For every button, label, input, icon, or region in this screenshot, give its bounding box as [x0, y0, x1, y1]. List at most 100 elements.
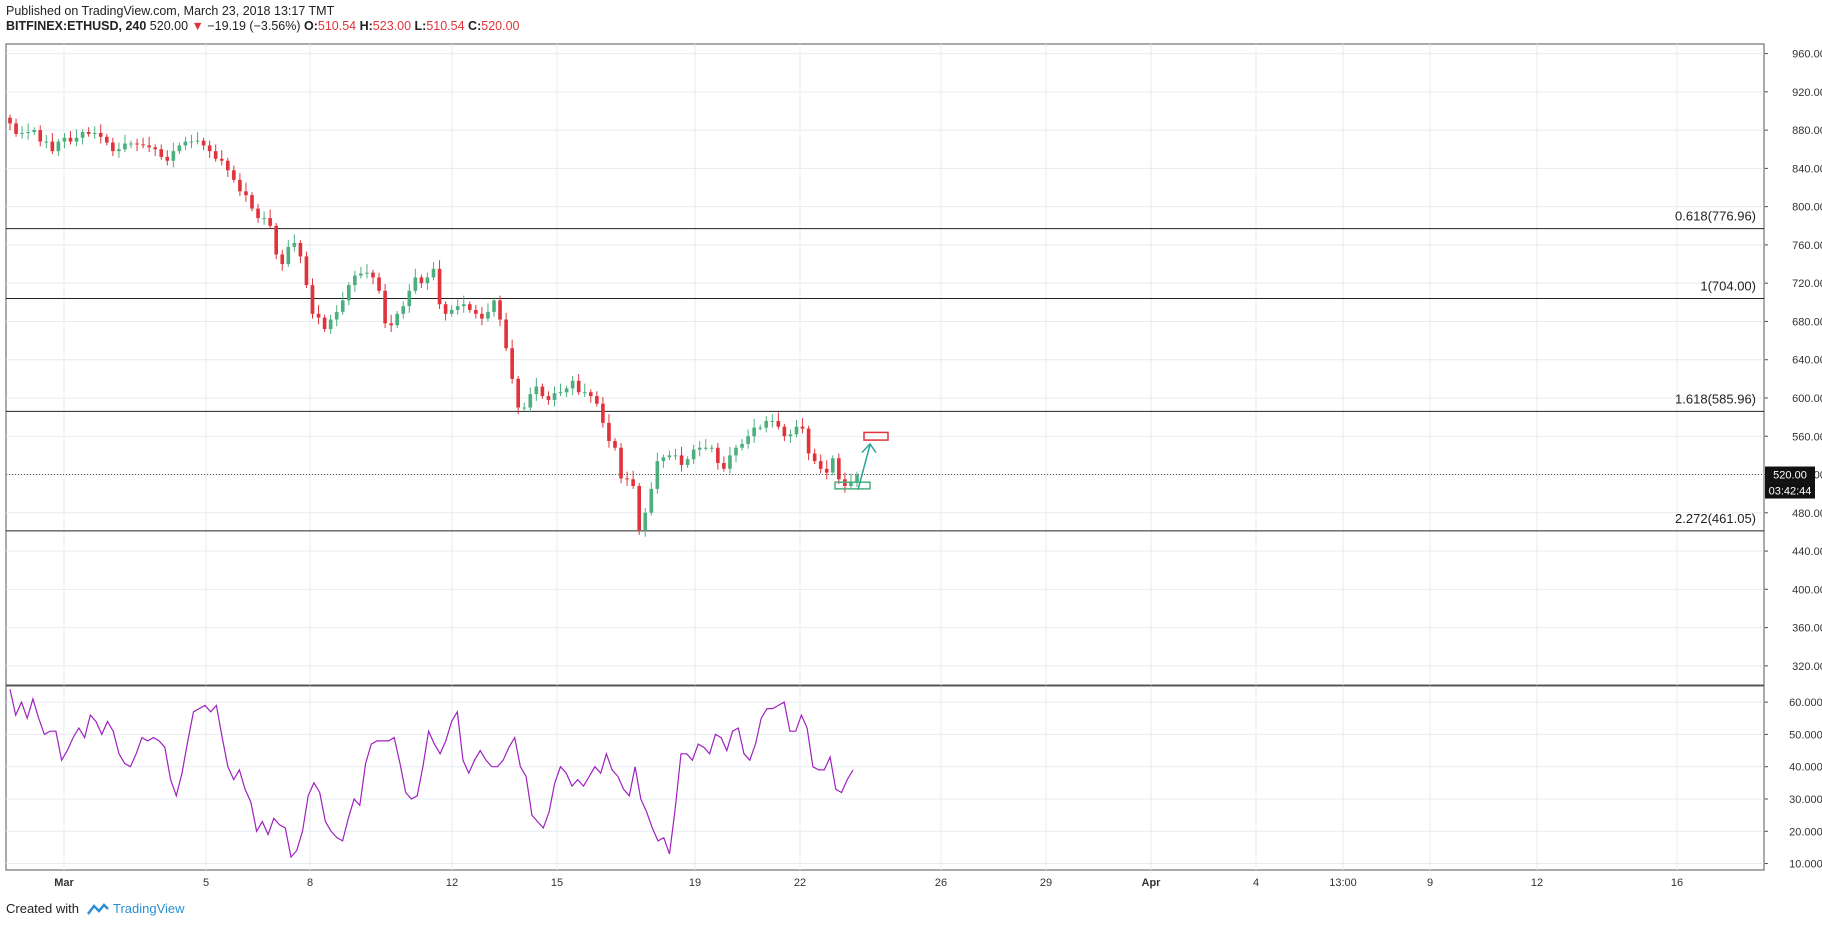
candle-body	[395, 313, 400, 326]
indicator-pane-border	[5, 685, 1765, 871]
candle-body	[14, 123, 18, 134]
candle-body	[685, 459, 690, 465]
candle-body	[812, 453, 817, 462]
candle-body	[528, 394, 533, 408]
candle-body	[806, 428, 811, 454]
candle-body	[189, 141, 194, 143]
candle-body	[401, 306, 406, 314]
candle-body	[117, 149, 121, 152]
candle-body	[613, 441, 617, 448]
candle-body	[455, 306, 460, 310]
tradingview-link[interactable]: TradingView	[86, 901, 185, 916]
candle-body	[582, 392, 587, 394]
candle-body	[661, 457, 666, 462]
x-tick-label: Apr	[1142, 877, 1162, 889]
x-tick-label: 8	[307, 877, 313, 889]
x-tick-label: 19	[689, 877, 701, 889]
candle-body	[637, 486, 642, 531]
candle-body	[383, 290, 387, 324]
candle-body	[104, 136, 109, 143]
y-tick-label: 920.00	[1792, 87, 1822, 99]
candle-body	[98, 132, 103, 137]
candle-body	[68, 137, 73, 142]
x-tick-label: 12	[446, 877, 458, 889]
x-tick-label: Mar	[54, 877, 74, 889]
candle-body	[504, 319, 508, 349]
y-tick-label: 840.00	[1792, 163, 1822, 175]
candle-body	[129, 143, 133, 145]
candle-body	[552, 393, 557, 400]
candle-body	[601, 403, 605, 423]
candle-body	[371, 272, 375, 278]
candle-body	[691, 449, 696, 460]
candle-body	[619, 447, 623, 479]
candle-body	[153, 147, 158, 150]
y-tick-label: 880.00	[1792, 125, 1822, 137]
candle-body	[558, 392, 563, 394]
candle-body	[855, 474, 859, 483]
y-tick-label: 800.00	[1792, 202, 1822, 214]
candle-body	[238, 179, 242, 192]
x-tick-label: 15	[551, 877, 563, 889]
candle-body	[522, 407, 527, 409]
candle-body	[474, 309, 478, 314]
x-tick-label: 12	[1531, 877, 1543, 889]
chart-header: Published on TradingView.com, March 23, …	[6, 4, 519, 34]
candle-body	[219, 158, 224, 161]
last-price-badge	[1765, 466, 1815, 483]
candle-body	[752, 427, 756, 437]
y-tick-label: 560.00	[1792, 431, 1822, 443]
last-price-label: 520.00	[1773, 470, 1807, 482]
candle-body	[256, 208, 260, 219]
candle-body	[328, 319, 333, 330]
candle-body	[461, 304, 466, 307]
candle-body	[135, 143, 139, 145]
candle-body	[728, 455, 732, 469]
candle-body	[595, 396, 599, 404]
last-price: 520.00	[149, 19, 189, 33]
candle-body	[649, 488, 654, 513]
candle-series	[8, 114, 859, 537]
candle-body	[340, 300, 345, 312]
candle-body	[407, 290, 412, 307]
x-tick-label: 22	[794, 877, 806, 889]
candle-body	[20, 132, 24, 134]
y-tick-label: 760.00	[1792, 240, 1822, 252]
candle-body	[510, 348, 514, 379]
close-label: C:	[468, 19, 482, 33]
symbol-line: BITFINEX:ETHUSD, 240 520.00 ▼ −19.19 (−3…	[6, 19, 519, 34]
tradingview-logo-icon	[86, 902, 109, 915]
candle-body	[722, 463, 726, 469]
candle-body	[92, 132, 97, 134]
candle-body	[643, 512, 648, 531]
candle-body	[673, 455, 678, 457]
candle-body	[80, 132, 85, 138]
candle-body	[165, 156, 170, 161]
down-arrow-icon: ▼	[191, 19, 204, 33]
candle-body	[123, 143, 127, 150]
close-value: 520.00	[481, 19, 520, 33]
countdown-label: 03:42:44	[1769, 486, 1812, 498]
candle-body	[213, 151, 218, 159]
candle-body	[280, 254, 285, 265]
candle-body	[183, 141, 188, 146]
candle-body	[44, 141, 49, 143]
y-tick-label: 640.00	[1792, 355, 1822, 367]
candle-body	[147, 145, 151, 148]
candle-body	[244, 191, 248, 196]
candle-body	[631, 479, 635, 487]
candle-body	[607, 422, 611, 442]
open-label: O:	[303, 19, 318, 33]
candle-body	[56, 141, 61, 152]
candle-body	[274, 225, 279, 255]
candle-body	[709, 447, 714, 449]
x-tick-label: 16	[1671, 877, 1683, 889]
x-tick-label: 29	[1040, 877, 1052, 889]
candle-body	[697, 447, 702, 450]
y-tick-label: 480.00	[1792, 508, 1822, 520]
candle-body	[564, 388, 569, 393]
candle-body	[425, 277, 430, 284]
